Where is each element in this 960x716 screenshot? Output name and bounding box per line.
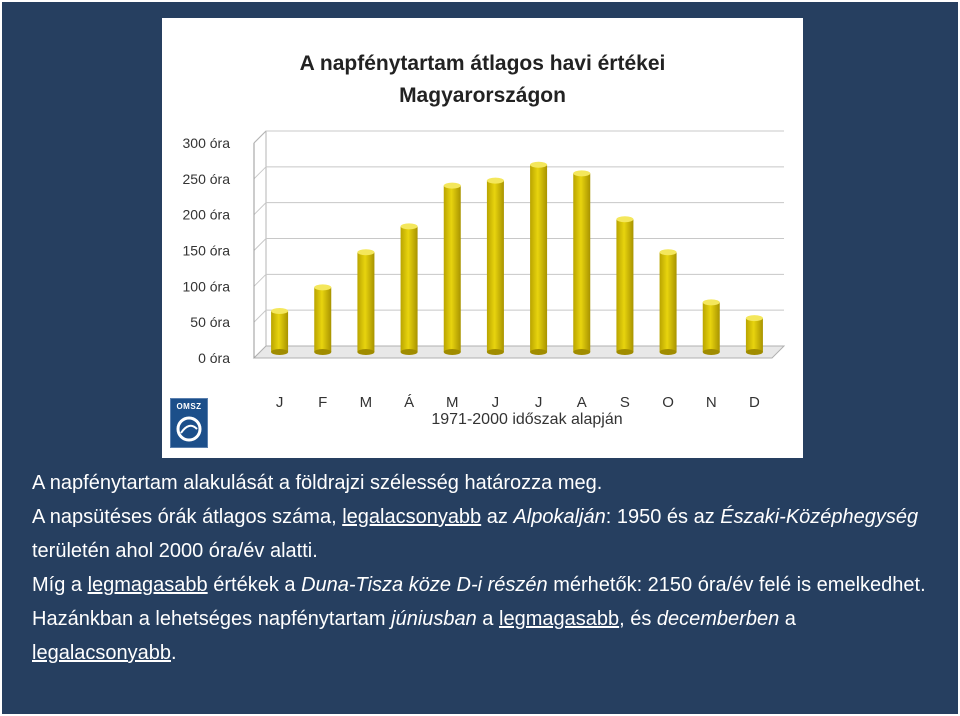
- p3-text-e: mérhetők: 2150 óra/év felé is emelkedhet…: [547, 574, 926, 596]
- paragraph-4: Hazánkban a lehetséges napfénytartam jún…: [32, 602, 932, 670]
- bar-top: [486, 177, 504, 184]
- bar: [443, 185, 461, 352]
- bar: [314, 287, 332, 352]
- chart-title-line-1: A napfénytartam átlagos havi értékei: [299, 52, 666, 75]
- p2-text-a: A napsütéses órák átlagos száma,: [32, 506, 343, 528]
- gridline: [253, 309, 784, 323]
- y-tick-label: 250 óra: [183, 171, 231, 187]
- p4-lowest-link: legalacsonyabb: [32, 642, 171, 664]
- bar-top: [271, 308, 289, 314]
- bar: [616, 219, 634, 352]
- paragraph-1: A napfénytartam alakulását a földrajzi s…: [32, 472, 603, 494]
- x-tick-label: J: [535, 394, 543, 411]
- x-tick-label: J: [492, 394, 500, 411]
- p2-text-e: : 1950 és az: [605, 506, 721, 528]
- logo-text: OMSZ: [176, 402, 202, 411]
- bar-top: [745, 315, 763, 322]
- x-tick-label: D: [749, 394, 760, 411]
- gridline: [253, 130, 784, 144]
- chart-title-line-2: Magyarországon: [399, 84, 566, 107]
- bar-base: [616, 349, 634, 355]
- x-tick-label: M: [360, 394, 373, 411]
- bar-base: [486, 349, 504, 355]
- p3-text-a: Míg a: [32, 574, 88, 596]
- x-tick-label: A: [577, 394, 587, 411]
- bar-base: [702, 349, 720, 355]
- bar-base: [357, 349, 375, 355]
- x-tick-label: N: [706, 394, 717, 411]
- omsz-logo: OMSZ: [170, 398, 208, 448]
- paragraph-2: A napsütéses órák átlagos száma, legalac…: [32, 500, 932, 568]
- bar: [357, 252, 375, 352]
- bar-top: [659, 249, 677, 256]
- y-tick-label: 50 óra: [190, 314, 230, 330]
- gridline: [253, 273, 784, 287]
- bar: [745, 318, 763, 352]
- bar-top: [443, 182, 461, 189]
- gridline: [253, 202, 784, 216]
- bar-top: [702, 299, 720, 306]
- p2-eszaki-kozephegyseg: Északi-Középhegység: [720, 506, 919, 528]
- p3-duna-tisza: Duna-Tisza köze D-i részén: [301, 574, 548, 596]
- x-tick-label: M: [446, 394, 459, 411]
- p4-text-i: .: [171, 642, 177, 664]
- gridline: [253, 166, 784, 180]
- p4-text-e: , és: [619, 608, 657, 630]
- y-axis-top-edge: [253, 130, 267, 144]
- bar-base: [443, 349, 461, 355]
- bar: [400, 226, 418, 352]
- bar-base: [271, 349, 289, 355]
- bar-top: [573, 170, 591, 177]
- bar-base: [530, 349, 548, 355]
- bar-base: [314, 349, 332, 355]
- p4-june: júniusban: [391, 608, 477, 630]
- bar-top: [530, 161, 548, 168]
- p2-lowest-link: legalacsonyabb: [342, 506, 482, 528]
- x-tick-label: F: [318, 394, 327, 411]
- bar-top: [357, 249, 375, 256]
- x-tick-label: S: [620, 394, 630, 411]
- p4-text-c: a: [476, 608, 499, 630]
- x-tick-label: J: [276, 394, 284, 411]
- x-tick-label: Á: [404, 394, 414, 411]
- p4-december: decemberben: [656, 608, 780, 630]
- p4-text-a: Hazánkban a lehetséges napfénytartam: [32, 608, 392, 630]
- x-axis-label: 1971-2000 időszak alapján: [431, 411, 622, 428]
- y-tick-label: 150 óra: [183, 243, 231, 259]
- bar: [486, 180, 504, 352]
- p4-highest-link: legmagasabb: [499, 608, 620, 630]
- y-tick-label: 300 óra: [183, 135, 231, 151]
- p2-text-c: az: [481, 506, 514, 528]
- bar-base: [745, 349, 763, 355]
- chart-title: A napfénytartam átlagos havi értékei Mag…: [162, 48, 803, 112]
- p2-alpokalja: Alpokalján: [513, 506, 606, 528]
- bar-top: [400, 223, 418, 230]
- chart-panel: 0 óra 50 óra 100 óra 150 óra 200 óra 250 óra 3…: [162, 18, 803, 458]
- bar: [702, 302, 720, 352]
- paragraph-3: Míg a legmagasabb értékek a Duna-Tisza k…: [32, 568, 932, 602]
- p3-highest-link: legmagasabb: [87, 574, 208, 596]
- bar-base: [573, 349, 591, 355]
- bar-base: [659, 349, 677, 355]
- bar-top: [616, 216, 634, 223]
- y-tick-label: 200 óra: [183, 207, 231, 223]
- y-tick-label: 100 óra: [183, 278, 231, 294]
- gridline: [253, 238, 784, 251]
- p4-text-g: a: [779, 608, 796, 630]
- bar: [271, 311, 289, 352]
- description-text: A napfénytartam alakulását a földrajzi s…: [32, 466, 932, 670]
- bar-base: [400, 349, 418, 355]
- y-tick-label: 0 óra: [198, 350, 230, 366]
- logo-emblem-icon: [176, 416, 202, 442]
- bar: [530, 164, 548, 352]
- p2-text-g: területén ahol 2000 óra/év alatti.: [32, 540, 318, 562]
- bar: [573, 173, 591, 352]
- p3-text-c: értékek a: [207, 574, 302, 596]
- bar-top: [314, 284, 332, 291]
- bar-chart: 0 óra 50 óra 100 óra 150 óra 200 óra 250 óra 3…: [183, 130, 786, 428]
- bar: [659, 252, 677, 352]
- chart-floor: [252, 345, 786, 359]
- x-tick-label: O: [662, 394, 674, 411]
